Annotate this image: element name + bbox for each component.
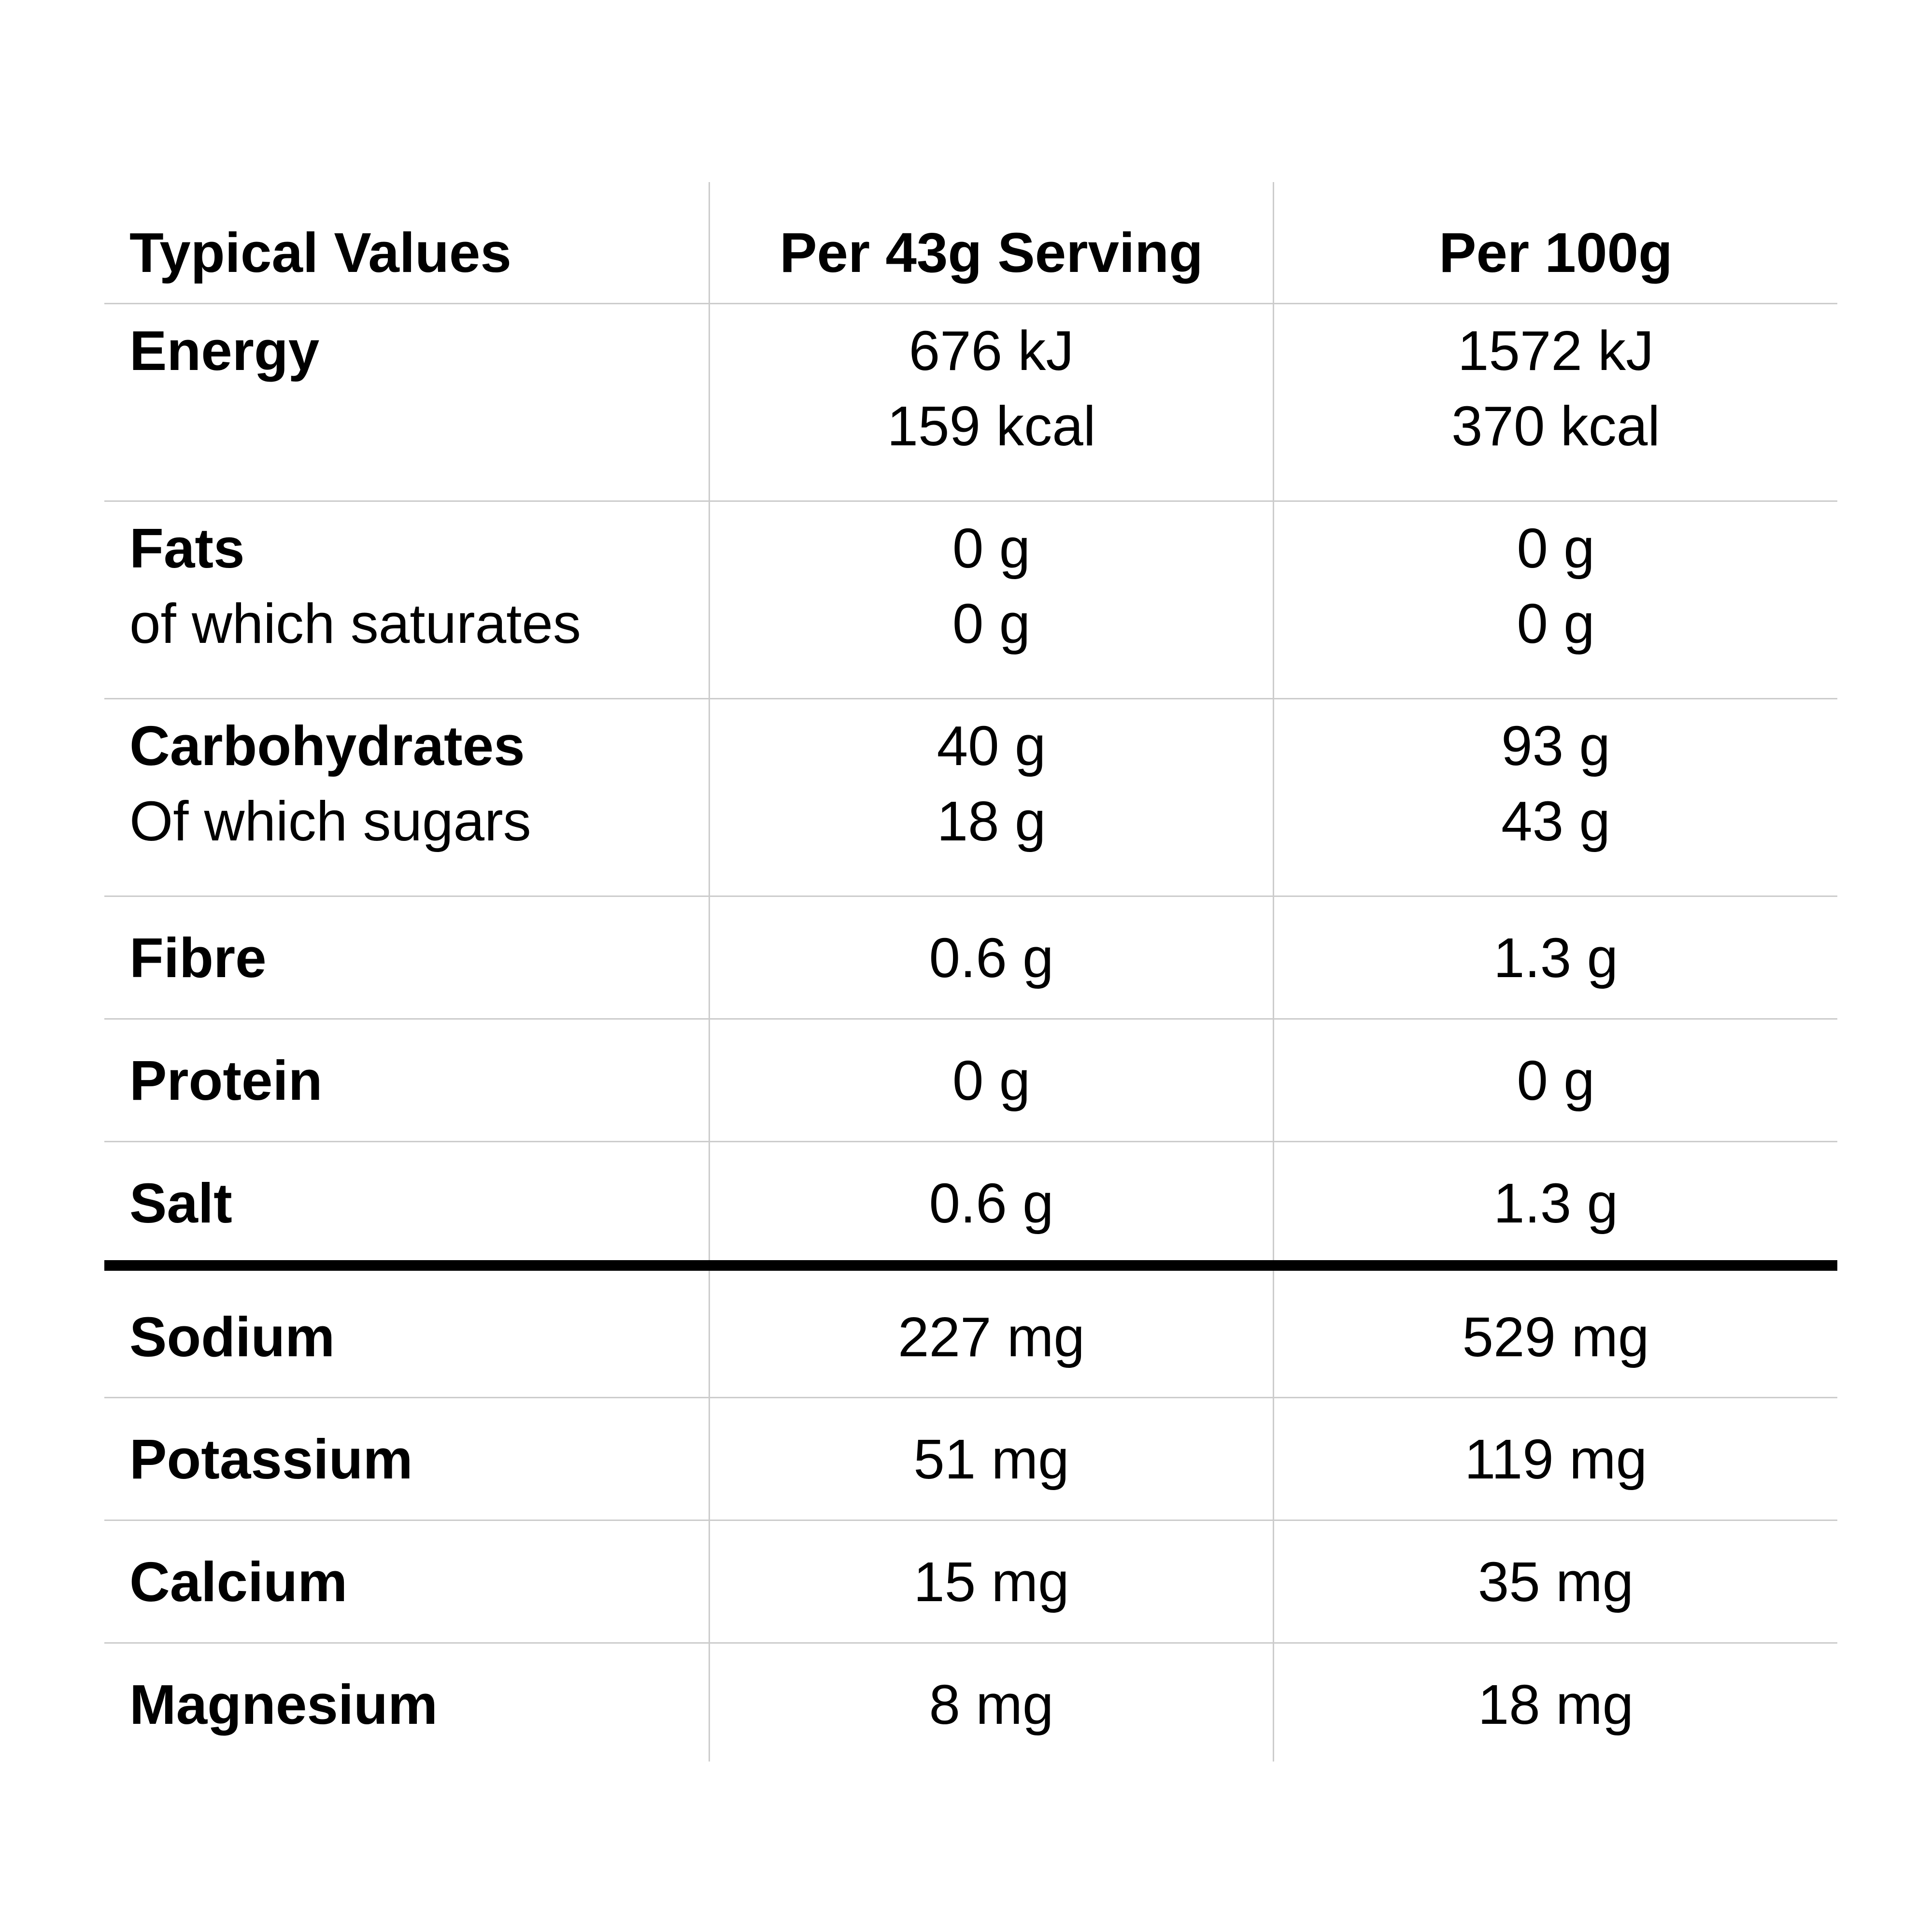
per-serving-value: 15 mg — [913, 1550, 1069, 1613]
value-kj: 1572 kJ — [1457, 319, 1654, 382]
value-sub: 0 g — [952, 592, 1031, 655]
nutrition-table: Typical Values Per 43g Serving Per 100g … — [104, 182, 1837, 1763]
nutrient-sub-name: Of which sugars — [129, 790, 531, 852]
header-typical-values: Typical Values — [129, 221, 511, 284]
table-row-carbohydrates: Carbohydrates Of which sugars 40 g 18 g … — [104, 699, 1837, 897]
nutrient-name: Potassium — [129, 1428, 413, 1491]
per-100g-value: 529 mg — [1462, 1306, 1649, 1368]
value-main: 93 g — [1501, 714, 1610, 777]
value-kj: 676 kJ — [909, 319, 1074, 382]
per-serving-value: 0.6 g — [929, 926, 1054, 989]
per-100g-value: 119 mg — [1464, 1428, 1648, 1491]
nutrient-sub-name: of which saturates — [129, 592, 581, 655]
nutrient-name: Protein — [129, 1049, 323, 1112]
per-serving-value: 8 mg — [929, 1673, 1054, 1736]
row-label: Fats of which saturates — [129, 511, 704, 661]
nutrient-name: Salt — [129, 1172, 232, 1235]
row-label: Energy — [129, 313, 704, 388]
table-row-potassium: Potassium 51 mg 119 mg — [104, 1398, 1837, 1521]
value-sub: 0 g — [1517, 592, 1595, 655]
per-serving-value: 227 mg — [898, 1306, 1085, 1368]
per-serving-value: 676 kJ 159 kcal — [710, 313, 1273, 464]
value-sub: 18 g — [937, 790, 1046, 852]
per-serving-value: 51 mg — [913, 1428, 1069, 1491]
table-header-row: Typical Values Per 43g Serving Per 100g — [104, 182, 1837, 304]
per-serving-value: 0 g 0 g — [710, 511, 1273, 661]
nutrient-name: Carbohydrates — [129, 714, 525, 777]
per-100g-value: 35 mg — [1477, 1550, 1634, 1613]
nutrient-name: Magnesium — [129, 1673, 438, 1736]
row-label: Carbohydrates Of which sugars — [129, 708, 704, 859]
table-row-energy: Energy 676 kJ 159 kcal 1572 kJ 370 kcal — [104, 304, 1837, 502]
per-100g-value: 1572 kJ 370 kcal — [1274, 313, 1837, 464]
header-per-100g: Per 100g — [1439, 221, 1673, 284]
nutrient-name: Fats — [129, 517, 245, 580]
value-main: 0 g — [952, 517, 1031, 580]
nutrient-name: Fibre — [129, 926, 267, 989]
table-row-magnesium: Magnesium 8 mg 18 mg — [104, 1644, 1837, 1763]
nutrient-name: Energy — [129, 319, 320, 382]
per-100g-value: 93 g 43 g — [1274, 708, 1837, 859]
column-divider-2 — [1273, 182, 1274, 1762]
nutrient-name: Calcium — [129, 1550, 348, 1613]
value-main: 40 g — [937, 714, 1046, 777]
value-main: 0 g — [1517, 517, 1595, 580]
table-row-fibre: Fibre 0.6 g 1.3 g — [104, 897, 1837, 1020]
per-100g-value: 0 g 0 g — [1274, 511, 1837, 661]
per-100g-value: 1.3 g — [1493, 1172, 1618, 1235]
table-row-protein: Protein 0 g 0 g — [104, 1020, 1837, 1142]
header-per-serving: Per 43g Serving — [780, 221, 1203, 284]
nutrient-name: Sodium — [129, 1306, 335, 1368]
column-divider-1 — [709, 182, 710, 1762]
per-serving-value: 0.6 g — [929, 1172, 1054, 1235]
value-kcal: 370 kcal — [1451, 395, 1661, 457]
per-100g-value: 18 mg — [1477, 1673, 1634, 1736]
table-row-salt: Salt 0.6 g 1.3 g — [104, 1142, 1837, 1271]
table-row-fats: Fats of which saturates 0 g 0 g 0 g 0 g — [104, 502, 1837, 699]
per-serving-value: 0 g — [952, 1049, 1031, 1112]
per-serving-value: 40 g 18 g — [710, 708, 1273, 859]
value-kcal: 159 kcal — [887, 395, 1096, 457]
value-sub: 43 g — [1501, 790, 1610, 852]
per-100g-value: 1.3 g — [1493, 926, 1618, 989]
table-row-calcium: Calcium 15 mg 35 mg — [104, 1521, 1837, 1644]
table-row-sodium: Sodium 227 mg 529 mg — [104, 1271, 1837, 1398]
per-100g-value: 0 g — [1517, 1049, 1595, 1112]
